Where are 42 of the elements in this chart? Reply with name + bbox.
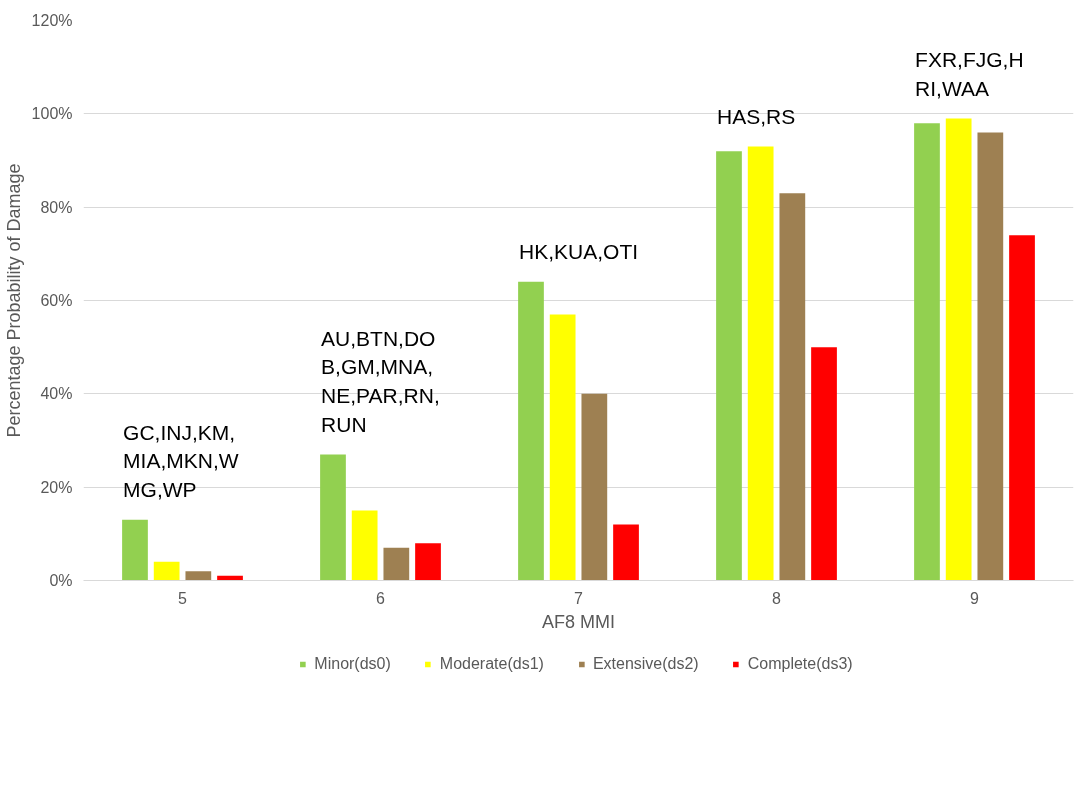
- y-tick-label: 100%: [31, 105, 73, 123]
- bar: [811, 347, 837, 581]
- x-tick-label: 7: [574, 589, 584, 607]
- annotation: AU,BTN,DOB,GM,MNA,NE,PAR,RN,RUN: [321, 326, 440, 436]
- bar: [351, 510, 378, 581]
- bar: [320, 454, 346, 581]
- legend-label: Minor(ds0): [314, 655, 391, 673]
- bar: [914, 123, 940, 581]
- x-tick-label: 6: [376, 589, 386, 607]
- x-tick-label: 5: [178, 589, 188, 607]
- bar: [747, 146, 774, 581]
- bar: [185, 571, 212, 581]
- annotation: HAS,RS: [717, 104, 796, 128]
- x-tick-label: 9: [970, 589, 980, 607]
- bar: [613, 524, 639, 581]
- bar: [779, 193, 806, 581]
- annotation: HK,KUA,OTI: [519, 240, 639, 264]
- bar: [153, 561, 180, 581]
- legend-label: Extensive(ds2): [592, 655, 699, 673]
- y-tick-label: 20%: [40, 478, 73, 496]
- bar: [383, 547, 410, 581]
- y-tick-label: 120%: [31, 12, 73, 29]
- bar: [945, 118, 972, 581]
- bar: [581, 393, 608, 581]
- bar: [977, 132, 1004, 581]
- x-axis-title: AF8 MMI: [542, 611, 616, 632]
- legend-label: Moderate(ds1): [439, 655, 544, 673]
- bar: [415, 543, 441, 581]
- y-tick-label: 0%: [49, 572, 73, 589]
- annotation: FXR,FJG,HRI,WAA: [915, 48, 1024, 100]
- legend-label: Complete(ds3): [747, 655, 853, 673]
- y-axis-title: Percentage Probability of Damage: [3, 163, 24, 438]
- y-tick-label: 80%: [40, 198, 73, 216]
- bar: [716, 151, 742, 581]
- y-tick-label: 60%: [40, 292, 73, 309]
- bar: [549, 314, 576, 581]
- y-tick-label: 40%: [40, 385, 73, 403]
- bar: [122, 519, 148, 581]
- annotation: GC,INJ,KM,MIA,MKN,WMG,WP: [123, 420, 239, 502]
- x-tick-label: 8: [772, 589, 782, 607]
- bar: [1009, 235, 1035, 581]
- bar: [518, 281, 544, 581]
